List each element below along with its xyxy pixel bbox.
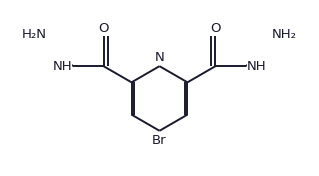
Text: Br: Br — [152, 134, 167, 147]
Text: O: O — [210, 22, 221, 35]
Text: O: O — [98, 22, 109, 35]
Text: NH: NH — [52, 60, 72, 73]
Text: NH₂: NH₂ — [272, 28, 297, 40]
Text: NH: NH — [247, 60, 267, 73]
Text: N: N — [155, 51, 164, 64]
Text: H₂N: H₂N — [22, 28, 47, 40]
